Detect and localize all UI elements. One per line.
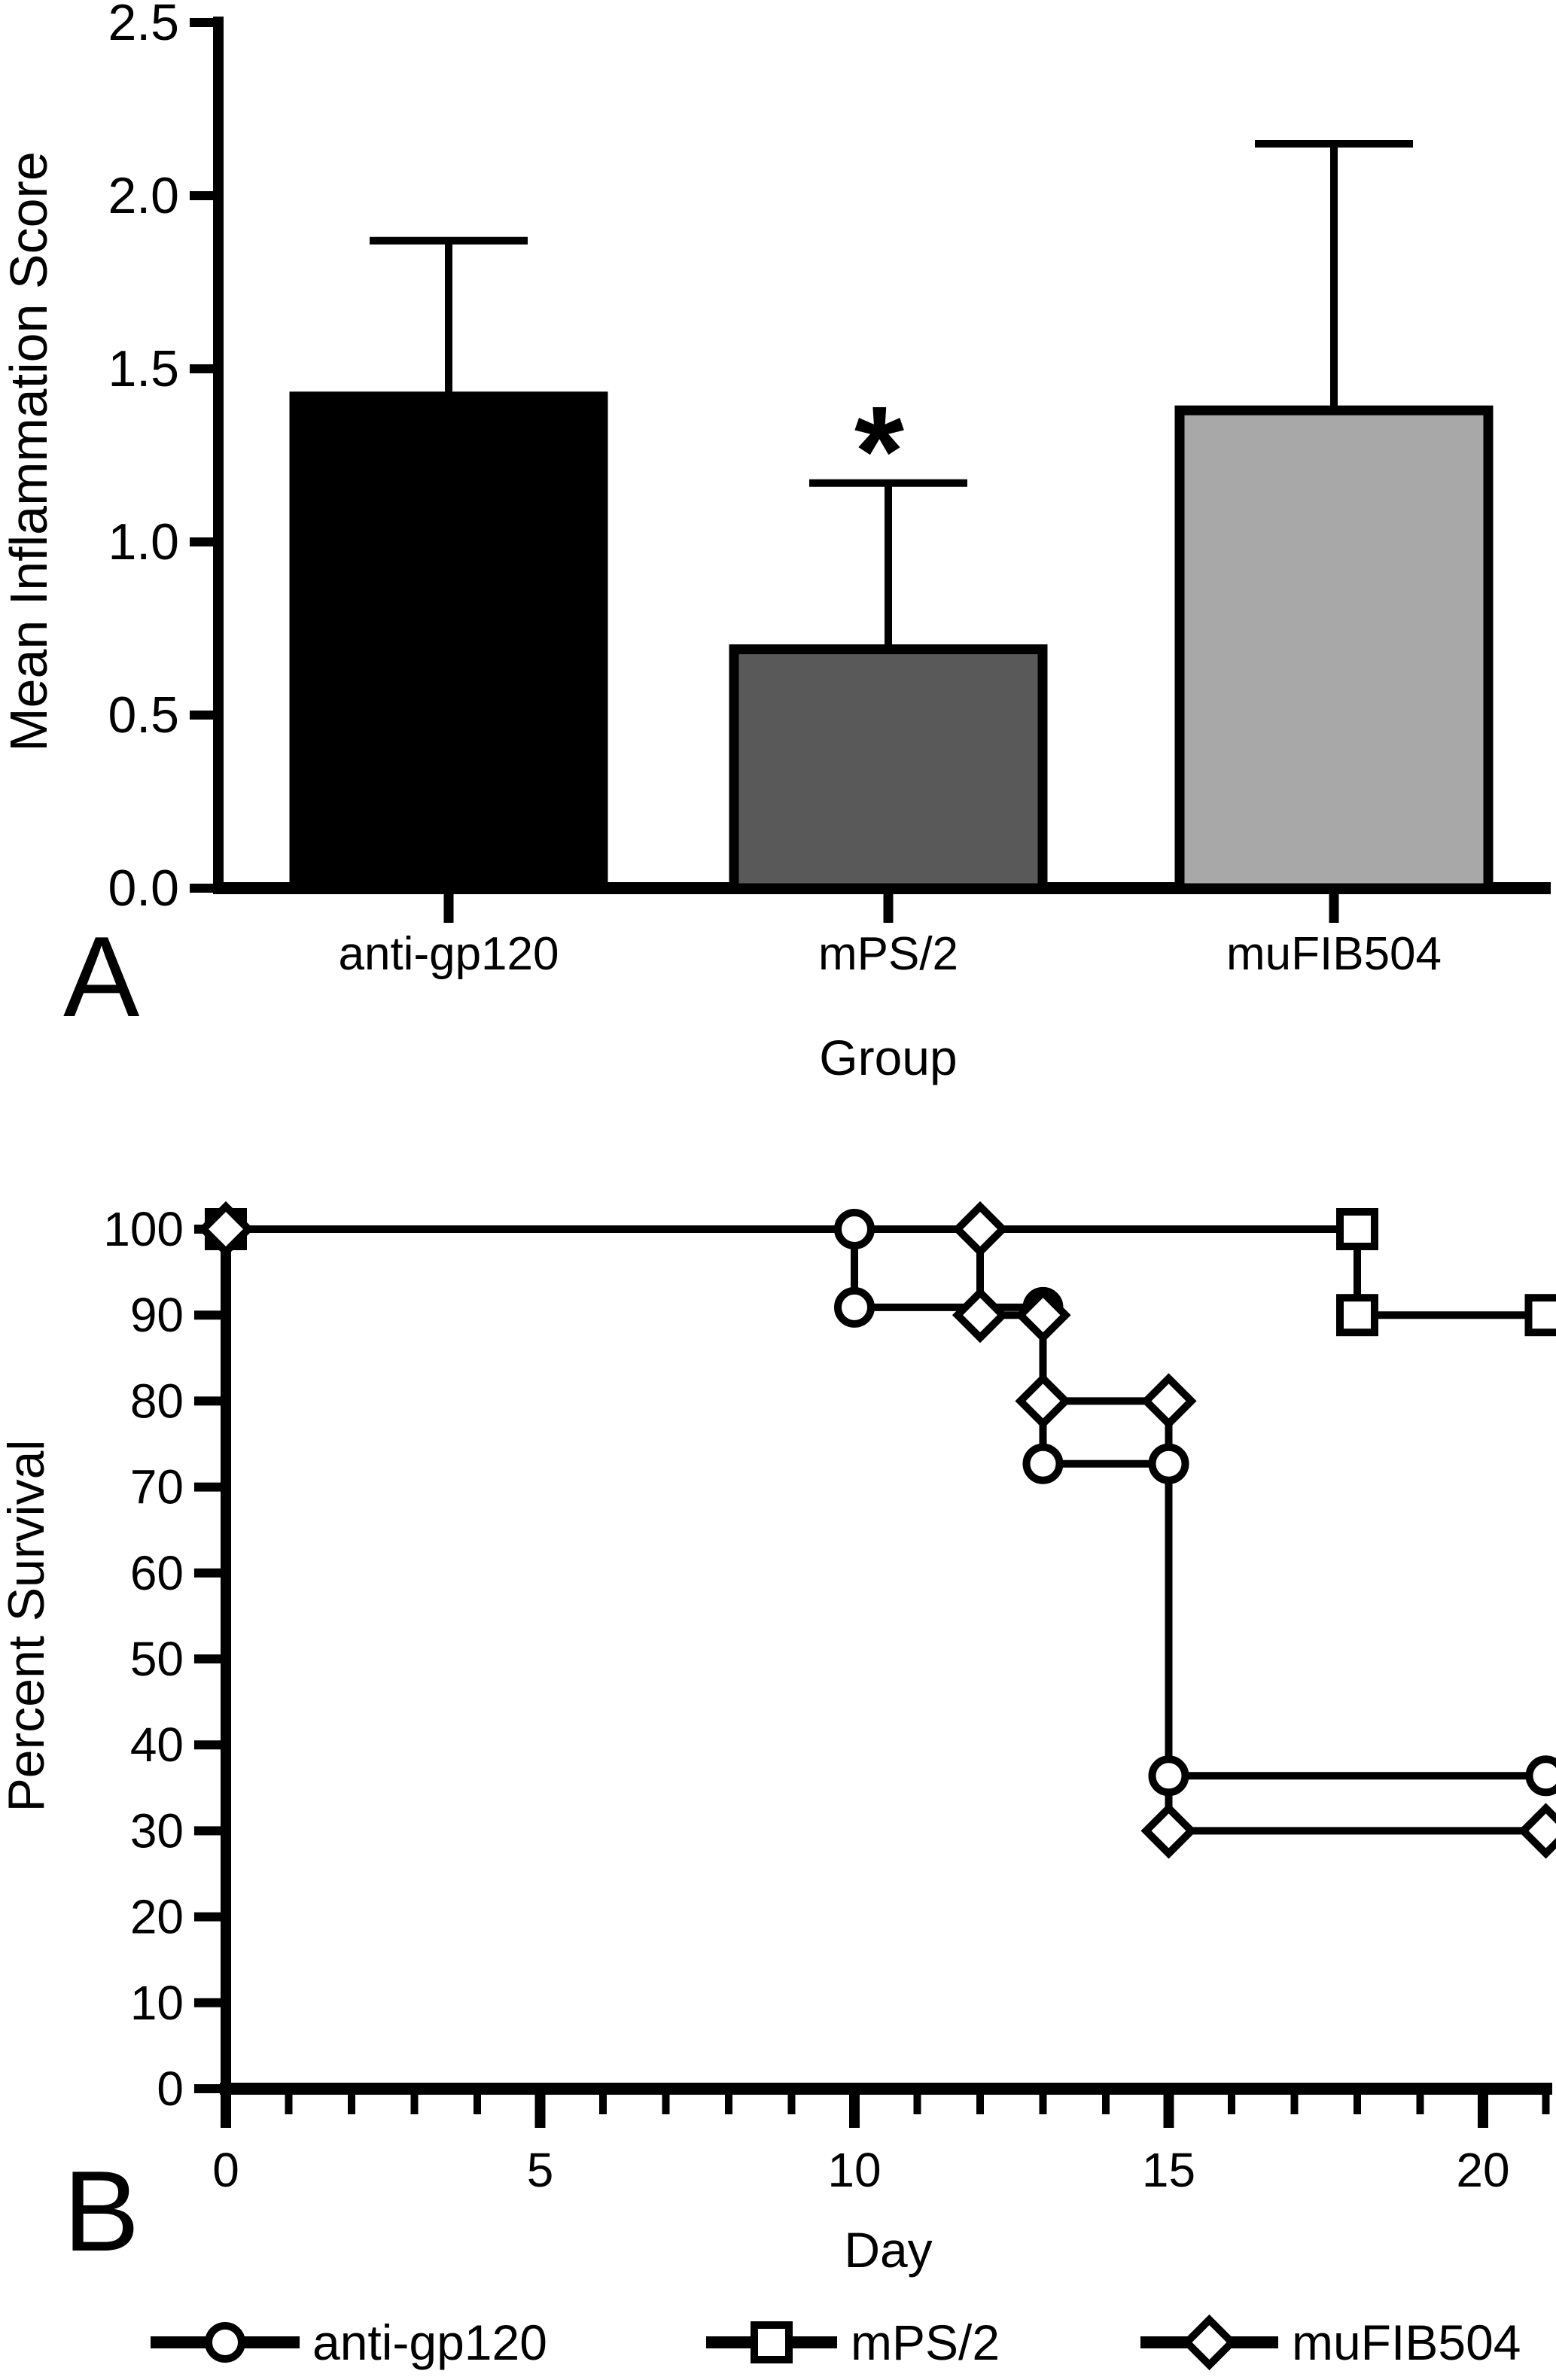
b-x-tick-label: 10 bbox=[827, 2143, 881, 2197]
b-x-tick-label: 15 bbox=[1142, 2143, 1195, 2197]
diamond-marker bbox=[1015, 1373, 1071, 1429]
a-y-tick-label: 0.0 bbox=[108, 860, 179, 917]
b-x-tick-label: 0 bbox=[212, 2143, 239, 2197]
b-y-axis-title: Percent Survival bbox=[0, 1439, 55, 1812]
legend-item-mPS/2: mPS/2 bbox=[706, 2315, 1000, 2370]
square-marker bbox=[1336, 1294, 1378, 1337]
panel-b-letter: B bbox=[63, 2147, 140, 2275]
legend-label: anti-gp120 bbox=[312, 2315, 547, 2370]
bar bbox=[289, 391, 608, 893]
legend-diamond-marker bbox=[1181, 2314, 1238, 2371]
circle-marker bbox=[1525, 1755, 1556, 1797]
b-x-tick-label: 5 bbox=[527, 2143, 554, 2197]
b-y-tick-label: 100 bbox=[103, 1202, 184, 1256]
a-y-tick-label: 2.0 bbox=[108, 167, 179, 224]
square-marker bbox=[1524, 1294, 1556, 1337]
b-y-tick-label: 60 bbox=[130, 1546, 184, 1600]
a-category-label: muFIB504 bbox=[1226, 928, 1442, 980]
diamond-marker bbox=[197, 1201, 254, 1258]
diamond-marker bbox=[952, 1287, 1009, 1344]
diamond-marker bbox=[952, 1201, 1009, 1258]
b-y-tick-label: 90 bbox=[130, 1288, 184, 1342]
a-category-label: mPS/2 bbox=[818, 928, 958, 980]
panel-b-chart: 0 10 20 30 40 50 60 70 80 90 100 0 5 10 15 20 Day Percent… bbox=[0, 1201, 1556, 2278]
legend-item-muFIB504: muFIB504 bbox=[1140, 2314, 1521, 2371]
circle-marker bbox=[1148, 1443, 1189, 1484]
legend-label: muFIB504 bbox=[1292, 2315, 1521, 2370]
legend-label: mPS/2 bbox=[851, 2315, 1000, 2370]
significance-asterisk: * bbox=[854, 380, 904, 523]
legend-square-marker bbox=[751, 2321, 793, 2363]
legend: anti-gp120 mPS/2 muFIB504 bbox=[151, 2314, 1521, 2371]
circle-marker bbox=[834, 1286, 875, 1328]
circle-marker bbox=[1022, 1443, 1064, 1484]
a-y-tick-label: 0.5 bbox=[108, 686, 179, 744]
b-x-tick-label: 20 bbox=[1456, 2143, 1509, 2197]
panel-a-chart: 0.0 0.5 1.0 1.5 2.0 2.5 anti-gp120 mPS/2 muFIB50… bbox=[0, 0, 1551, 1085]
a-y-axis-title: Mean Inflammation Score bbox=[0, 151, 58, 752]
diamond-marker bbox=[1140, 1373, 1197, 1429]
diamond-marker bbox=[1140, 1803, 1197, 1859]
legend-item-anti-gp120: anti-gp120 bbox=[151, 2315, 547, 2370]
circle-marker bbox=[834, 1209, 875, 1249]
b-y-tick-label: 30 bbox=[130, 1803, 184, 1858]
a-x-axis-title: Group bbox=[819, 1030, 957, 1085]
a-y-tick-label: 1.0 bbox=[108, 513, 179, 571]
bar bbox=[729, 644, 1048, 893]
b-y-tick-label: 50 bbox=[130, 1632, 184, 1686]
panel-a-letter: A bbox=[63, 913, 140, 1041]
b-y-tick-label: 70 bbox=[130, 1460, 184, 1514]
legend-circle-marker bbox=[205, 2322, 245, 2363]
b-y-tick-label: 10 bbox=[130, 1976, 184, 2030]
a-y-tick-label: 2.5 bbox=[108, 0, 179, 51]
bar bbox=[1174, 405, 1494, 893]
b-y-tick-label: 20 bbox=[130, 1890, 184, 1944]
diamond-marker bbox=[1015, 1287, 1071, 1344]
b-y-tick-label: 40 bbox=[130, 1718, 184, 1772]
circle-marker bbox=[1148, 1755, 1189, 1797]
square-marker bbox=[1336, 1208, 1378, 1250]
a-category-label: anti-gp120 bbox=[338, 928, 559, 980]
a-y-tick-label: 1.5 bbox=[108, 340, 179, 397]
diamond-marker bbox=[1518, 1803, 1556, 1859]
b-y-tick-label: 80 bbox=[130, 1374, 184, 1428]
b-x-axis-title: Day bbox=[844, 2222, 932, 2278]
b-y-tick-label: 0 bbox=[157, 2062, 184, 2116]
